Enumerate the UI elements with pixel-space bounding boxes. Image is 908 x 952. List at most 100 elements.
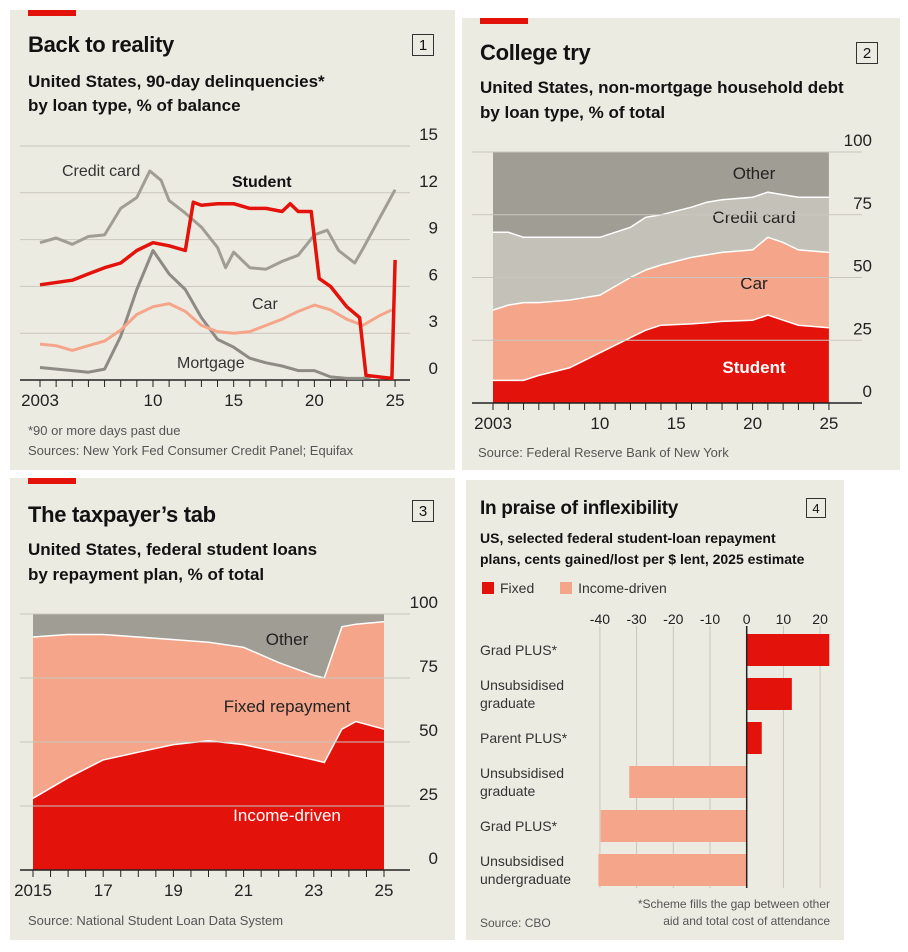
chart-subtitle-2: by repayment plan, % of total [28,565,265,584]
chart-number: 3 [412,500,434,522]
chart-subtitle-1: United States, 90-day delinquencies* [28,72,325,91]
x-tick-label: -40 [590,611,610,627]
chart-subtitle-2: by loan type, % of total [480,103,666,122]
x-tick-label: 0 [743,611,751,627]
series-label-student: Student [232,174,292,191]
legend-swatch-fixed [482,582,494,594]
area-boundary [493,314,829,382]
legend-label: Fixed [500,580,535,596]
area-credit-card [493,192,829,311]
y-tick-label: 25 [419,785,438,804]
series-line-credit-card [39,169,397,271]
category-label: Unsubsidised [480,853,564,869]
stacked-area-chart: Student Car Credit card Other 0 25 50 75 100 2003… [472,131,872,433]
category-label: graduate [480,695,535,711]
chart-subtitle-2: by loan type, % of balance [28,96,241,115]
y-tick-label: 3 [429,312,438,331]
series-label-mortgage: Mortgage [177,355,245,372]
chart-title: Back to reality [28,32,174,57]
x-tick-label: 20 [812,611,828,627]
y-tick-label: 15 [419,125,438,144]
chart-subtitle-1: United States, non-mortgage household de… [480,78,844,97]
y-tick-label: 75 [853,194,872,213]
series-line-car [39,302,393,352]
x-tick-label: 20 [305,391,324,410]
panel-1: Back to reality 1 United States, 90-day … [10,10,455,470]
y-tick-label: 6 [429,265,438,284]
series-label-other: Other [733,164,776,183]
x-tick-label: 15 [224,391,243,410]
area-other [493,152,829,238]
chart-title: College try [480,40,591,65]
accent-bar [28,10,76,16]
y-tick-label: 100 [410,593,438,612]
source: Source: CBO [480,916,551,930]
x-tick-label: 19 [164,881,183,900]
footnote-line: aid and total cost of attendance [663,914,830,928]
source: Sources: New York Fed Consumer Credit Pa… [28,443,354,458]
area-boundary [32,620,385,679]
category-label: Unsubsidised [480,765,564,781]
bar-chart: -40 -30 -20 -10 0 10 20 Grad PLUS* Unsubsidised g… [480,611,830,888]
accent-bar [28,478,76,484]
x-tick-label: 10 [776,611,792,627]
legend-item-fixed: Fixed [482,580,534,596]
category-label: Grad PLUS* [480,818,558,834]
panel-4: In praise of inflexibility 4 US, selecte… [466,480,844,940]
y-tick-label: 9 [429,219,438,238]
legend-item-income-driven: Income-driven [560,580,667,596]
legend-label: Income-driven [578,580,667,596]
area-other [33,614,384,678]
area-fixed-repayment [33,621,384,799]
series-label-credit-card: Credit card [712,208,795,227]
x-tick-label: 10 [590,414,609,433]
y-tick-label: 100 [844,131,872,150]
panel-3: The taxpayer’s tab 3 United States, fede… [10,478,455,940]
y-tick-label: 75 [419,657,438,676]
area-car [493,237,829,381]
y-tick-label: 12 [419,172,438,191]
panel-2: College try 2 United States, non-mortgag… [462,18,900,470]
x-tick-label: -30 [626,611,646,627]
chart-subtitle-2: plans, cents gained/lost per $ lent, 202… [480,551,805,567]
category-label: undergraduate [480,871,571,887]
y-tick-label: 50 [853,257,872,276]
footnote-line: *Scheme fills the gap between other [637,897,830,911]
series-line-mortgage [39,249,372,380]
footnote: *90 or more days past due [28,423,181,438]
series-line-student [39,200,397,381]
x-tick-label: 25 [819,414,838,433]
accent-bar [480,18,528,24]
y-tick-label: 0 [863,382,872,401]
x-tick-label: 25 [375,881,394,900]
bar [746,722,762,754]
category-label: Unsubsidised [480,677,564,693]
chart-subtitle-1: US, selected federal student-loan repaym… [480,530,776,546]
bar [598,854,747,886]
x-tick-label: 20 [743,414,762,433]
area-income-driven [33,721,384,870]
x-tick-label: -10 [700,611,720,627]
chart-title: The taxpayer’s tab [28,502,216,527]
x-tick-label: 23 [304,881,323,900]
bar [746,634,830,666]
x-tick-label: 17 [94,881,113,900]
series-label-income-driven: Income-driven [233,806,341,825]
category-label: Grad PLUS* [480,642,558,658]
x-tick-label: 2015 [14,881,52,900]
stacked-area-chart: Income-driven Fixed repayment Other 0 25 50 75… [14,593,438,900]
source: Source: National Student Loan Data Syste… [28,913,284,928]
series-label-credit-card: Credit card [62,163,140,180]
area-boundary [492,236,829,311]
footnote: *Scheme fills the gap between other aid a… [638,896,830,930]
bar [629,766,747,798]
x-tick-label: 10 [144,391,163,410]
category-label: Parent PLUS* [480,730,568,746]
chart-subtitle-1: United States, federal student loans [28,540,318,559]
x-tick-label: 2003 [474,414,512,433]
series-label-other: Other [266,630,309,649]
y-tick-label: 50 [419,721,438,740]
chart-number: 2 [856,42,878,64]
x-tick-label: 15 [667,414,686,433]
series-label-car: Car [740,274,768,293]
